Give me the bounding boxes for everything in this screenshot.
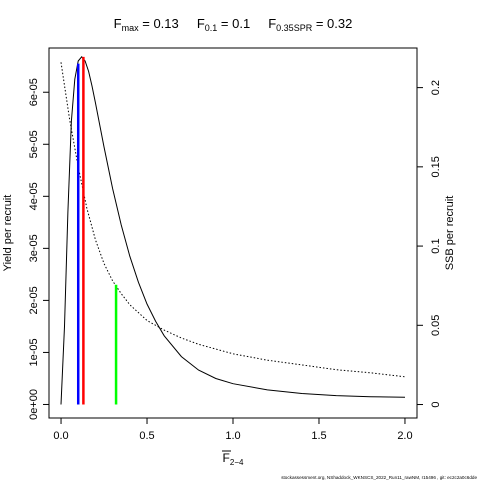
x-tick-label: 0.0 [53, 430, 68, 442]
title-value: = 0.13 [139, 16, 179, 31]
title-value: = 0.32 [312, 16, 352, 31]
y-left-tick-label: 5e-05 [28, 130, 40, 158]
x-label-subscript: 2−4 [230, 458, 244, 467]
y-left-tick-label: 4e-05 [28, 182, 40, 210]
x-tick-label: 1.5 [311, 430, 326, 442]
x-tick-label: 0.5 [139, 430, 154, 442]
chart-title-text: Fmax = 0.13 F0.1 = 0.1 F0.35SPR = 0.32 [114, 16, 353, 33]
y-right-tick-label: 0.1 [430, 238, 442, 253]
y-left-tick-label: 2e-05 [28, 286, 40, 314]
title-symbol: F [250, 16, 276, 31]
plot-area [48, 47, 418, 419]
ssb-per-recruit-line [60, 62, 406, 378]
footer-text: stockassessment.org, NShaddock_WKNSCS_20… [281, 475, 477, 480]
y-left-tick-label: 6e-05 [28, 78, 40, 106]
y-axis-right: 0 0.05 0.1 0.15 0.2 [417, 80, 442, 408]
title-subscript: 0.35SPR [276, 23, 313, 33]
title-subscript: max [122, 23, 140, 33]
y-axis-left: 0e+00 1e-05 2e-05 3e-05 4e-05 5e-05 6e-05 [28, 78, 49, 420]
x-label-symbol: F [223, 451, 230, 465]
x-axis: 0.0 0.5 1.0 1.5 2.0 [53, 418, 413, 442]
yield-per-recruit-line [60, 56, 406, 405]
y-right-tick-label: 0.2 [430, 80, 442, 95]
series-layer [60, 56, 406, 405]
x-tick-label: 2.0 [397, 430, 412, 442]
y-left-tick-label: 3e-05 [28, 234, 40, 262]
x-axis-label-text: F2−4 [223, 451, 244, 467]
y-left-tick-label: 1e-05 [28, 338, 40, 366]
x-axis-label: F2−4 [222, 450, 244, 467]
title-subscript: 0.1 [205, 23, 218, 33]
y-axis-label-right: SSB per recruit [444, 196, 456, 271]
title-value: = 0.1 [217, 16, 250, 31]
y-right-tick-label: 0 [430, 401, 442, 407]
y-axis-label-left: Yield per recruit [2, 195, 14, 272]
x-tick-label: 1.0 [225, 430, 240, 442]
y-right-tick-label: 0.05 [430, 315, 442, 336]
reference-lines [76, 56, 118, 405]
chart-title: Fmax = 0.13 F0.1 = 0.1 F0.35SPR = 0.32 [114, 16, 353, 33]
y-left-tick-label: 0e+00 [28, 389, 40, 420]
title-symbol: F [114, 16, 122, 31]
title-symbol: F [179, 16, 205, 31]
y-right-tick-label: 0.15 [430, 156, 442, 177]
